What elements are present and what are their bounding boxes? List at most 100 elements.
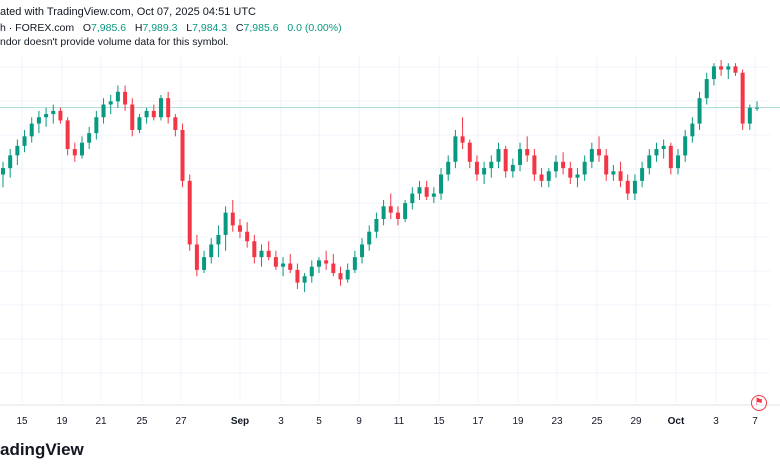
candle[interactable]: [460, 117, 465, 150]
candle[interactable]: [338, 266, 343, 286]
candle[interactable]: [259, 244, 264, 267]
candle[interactable]: [604, 149, 609, 181]
candle[interactable]: [467, 139, 472, 169]
candle[interactable]: [237, 219, 242, 239]
candle[interactable]: [539, 168, 544, 188]
candle[interactable]: [230, 199, 235, 232]
candle[interactable]: [632, 174, 637, 200]
candle[interactable]: [137, 114, 142, 134]
candle[interactable]: [553, 155, 558, 178]
candle[interactable]: [15, 139, 20, 165]
candle[interactable]: [374, 212, 379, 239]
candle[interactable]: [108, 94, 113, 115]
candle[interactable]: [173, 114, 178, 137]
candle[interactable]: [489, 155, 494, 178]
candle[interactable]: [704, 72, 709, 105]
candle[interactable]: [302, 273, 307, 293]
candle[interactable]: [417, 180, 422, 200]
candle[interactable]: [166, 91, 171, 124]
candle[interactable]: [453, 129, 458, 169]
candle[interactable]: [618, 161, 623, 188]
candle[interactable]: [755, 101, 759, 111]
candle[interactable]: [345, 263, 350, 283]
candle[interactable]: [589, 142, 594, 169]
candle[interactable]: [180, 123, 185, 188]
candle[interactable]: [216, 225, 221, 258]
candle[interactable]: [51, 104, 56, 124]
candle[interactable]: [252, 234, 257, 264]
candle[interactable]: [676, 149, 681, 175]
candle[interactable]: [367, 225, 372, 251]
candle[interactable]: [79, 136, 84, 159]
candle[interactable]: [115, 85, 120, 108]
candle[interactable]: [683, 129, 688, 162]
candle[interactable]: [503, 145, 508, 178]
candle[interactable]: [711, 63, 716, 86]
candle[interactable]: [87, 126, 92, 150]
candle[interactable]: [661, 139, 666, 159]
candle[interactable]: [532, 149, 537, 181]
candle[interactable]: [324, 250, 329, 270]
candle[interactable]: [474, 155, 479, 181]
candle[interactable]: [424, 180, 429, 200]
candle[interactable]: [29, 117, 34, 143]
candle[interactable]: [123, 85, 128, 111]
candle[interactable]: [22, 129, 27, 153]
candle[interactable]: [546, 168, 551, 188]
candle[interactable]: [496, 142, 501, 169]
candle[interactable]: [58, 107, 63, 124]
candle[interactable]: [151, 104, 156, 121]
candle[interactable]: [72, 142, 77, 162]
candle[interactable]: [733, 63, 738, 76]
candle[interactable]: [288, 253, 293, 274]
candle[interactable]: [158, 94, 163, 121]
candle[interactable]: [1, 161, 5, 188]
candle[interactable]: [352, 250, 357, 274]
candle[interactable]: [381, 199, 386, 226]
candle[interactable]: [65, 117, 70, 156]
candle[interactable]: [575, 168, 580, 188]
candle[interactable]: [439, 168, 444, 200]
candle[interactable]: [245, 222, 250, 248]
candle[interactable]: [281, 257, 286, 277]
candle[interactable]: [625, 174, 630, 200]
candle[interactable]: [431, 187, 436, 204]
candle[interactable]: [611, 164, 616, 181]
candle[interactable]: [8, 149, 13, 178]
candle[interactable]: [331, 253, 336, 277]
candle[interactable]: [697, 91, 702, 130]
candle[interactable]: [187, 174, 192, 251]
candle[interactable]: [446, 155, 451, 181]
candle[interactable]: [482, 161, 487, 185]
candle[interactable]: [647, 149, 652, 175]
candle[interactable]: [36, 110, 41, 134]
candle[interactable]: [668, 142, 673, 175]
candle[interactable]: [130, 98, 135, 137]
candle[interactable]: [94, 110, 99, 140]
event-flag-icon[interactable]: ⚑: [751, 395, 767, 411]
candle[interactable]: [395, 206, 400, 226]
candle[interactable]: [223, 206, 228, 251]
candle[interactable]: [295, 263, 300, 289]
candle[interactable]: [726, 63, 731, 80]
candle[interactable]: [597, 136, 602, 162]
candle[interactable]: [582, 155, 587, 181]
candle[interactable]: [568, 161, 573, 185]
candle[interactable]: [144, 107, 149, 124]
candle[interactable]: [360, 238, 365, 264]
candle[interactable]: [640, 161, 645, 188]
candle[interactable]: [740, 69, 745, 130]
candle[interactable]: [518, 142, 523, 172]
candle[interactable]: [510, 158, 515, 178]
candle[interactable]: [309, 260, 314, 283]
candle[interactable]: [316, 257, 321, 274]
candle[interactable]: [194, 234, 199, 277]
candle[interactable]: [561, 152, 566, 175]
candle[interactable]: [403, 199, 408, 223]
candle[interactable]: [654, 142, 659, 162]
candle[interactable]: [44, 107, 49, 127]
candle[interactable]: [525, 136, 530, 162]
candle[interactable]: [719, 60, 724, 76]
candle[interactable]: [690, 117, 695, 143]
